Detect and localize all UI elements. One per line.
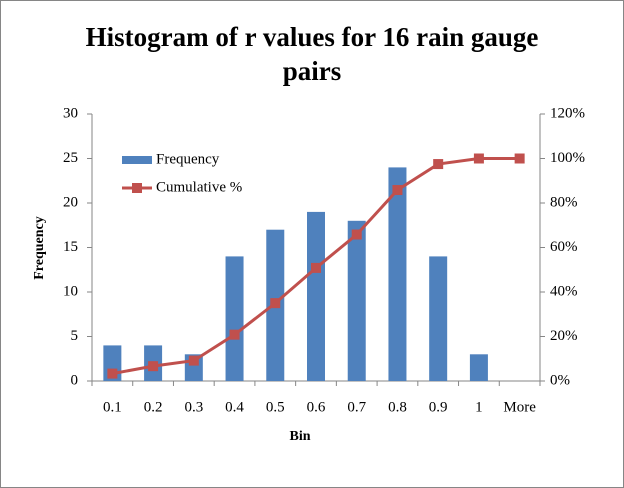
x-axis-title: Bin	[289, 429, 310, 444]
x-tick-label: 0.8	[388, 399, 407, 415]
bar	[225, 256, 244, 381]
marker	[148, 361, 159, 372]
y2-tick-label: 120%	[550, 105, 585, 121]
x-tick-label: 0.6	[307, 399, 326, 415]
marker	[270, 298, 281, 309]
y2-tick-label: 40%	[550, 283, 578, 299]
chart-title: Histogram of r values for 16 rain gauge …	[85, 22, 539, 86]
bar	[429, 256, 448, 381]
y-tick-label: 30	[63, 105, 78, 121]
bar	[388, 167, 407, 381]
marker	[107, 368, 118, 379]
y2-tick-label: 80%	[550, 194, 578, 210]
x-tick-label: 0.5	[266, 399, 285, 415]
bar	[347, 220, 366, 381]
marker	[229, 329, 240, 340]
marker	[433, 159, 444, 170]
y-tick-label: 5	[71, 328, 79, 344]
legend-label: Frequency	[156, 151, 220, 167]
y2-tick-label: 100%	[550, 150, 585, 166]
bar	[307, 211, 325, 381]
marker	[188, 355, 199, 366]
legend-marker	[132, 183, 142, 193]
y-axis-title: Frequency	[32, 216, 47, 280]
y-tick-label: 20	[63, 194, 78, 210]
x-tick-label: 1	[475, 399, 483, 415]
marker	[392, 185, 403, 196]
y2-tick-label: 0%	[550, 372, 570, 388]
x-tick-label: 0.9	[429, 399, 448, 415]
marker	[514, 153, 525, 164]
legend-label: Cumulative %	[156, 179, 242, 195]
x-tick-label: 0.3	[184, 399, 203, 415]
x-tick-label: 0.4	[225, 399, 244, 415]
y-tick-label: 0	[71, 372, 79, 388]
y2-tick-label: 60%	[550, 239, 578, 255]
y-tick-label: 25	[63, 150, 78, 166]
y2-tick-label: 20%	[550, 328, 578, 344]
marker	[473, 153, 484, 164]
bar	[469, 354, 488, 381]
marker	[311, 262, 321, 273]
x-tick-label: 0.7	[347, 399, 366, 415]
y-tick-label: 10	[63, 283, 78, 299]
legend-swatch	[122, 156, 152, 164]
x-tick-label: 0.2	[144, 399, 163, 415]
y-tick-label: 15	[63, 239, 78, 255]
marker	[351, 229, 362, 240]
x-tick-label: 0.1	[103, 399, 122, 415]
x-tick-label: More	[503, 399, 536, 415]
